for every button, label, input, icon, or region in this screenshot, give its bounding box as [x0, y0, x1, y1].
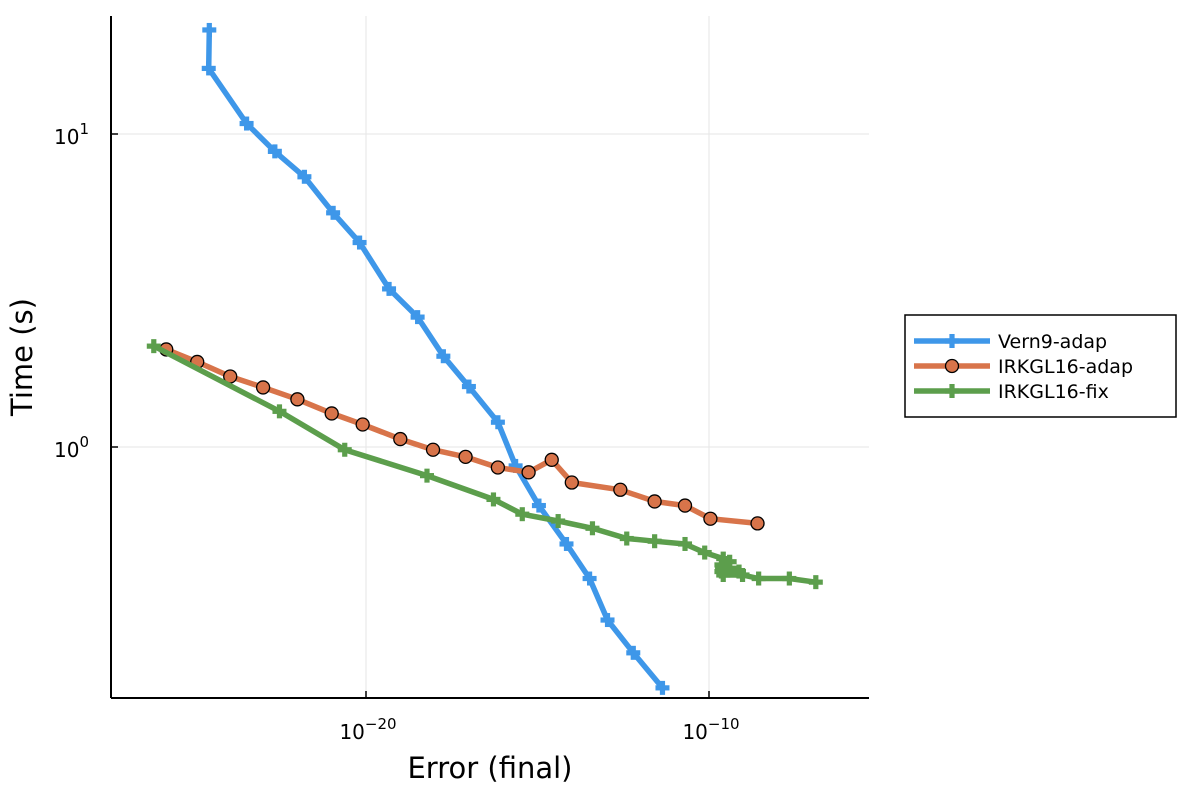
data-point-irkgl16-adap	[750, 516, 765, 531]
data-point-irkgl16-adap	[425, 442, 441, 457]
x-tick-label: 10−20	[339, 715, 396, 744]
data-point-vern9-adap	[410, 310, 425, 325]
legend-label: IRKGL16-adap	[998, 356, 1133, 378]
y-axis-label: Time (s)	[5, 298, 39, 417]
series-irkgl16-fix	[146, 339, 823, 590]
data-point-irkgl16-adap	[324, 406, 339, 421]
data-point-vern9-adap	[490, 415, 505, 430]
legend: Vern9-adap IRKGL16-adap IRKGL16-fix	[904, 314, 1177, 418]
data-point-vern9-adap	[239, 116, 254, 131]
data-point-vern9-adap	[297, 169, 312, 184]
data-point-irkgl16-adap	[255, 380, 271, 395]
data-point-irkgl16-fix	[732, 564, 747, 579]
data-point-vern9-adap	[326, 205, 341, 220]
data-point-irkgl16-fix	[751, 571, 766, 586]
legend-marker	[945, 334, 959, 348]
data-point-irkgl16-adap	[458, 449, 473, 465]
data-point-irkgl16-adap	[521, 465, 536, 480]
y-tick-label-base: 10	[54, 438, 79, 462]
data-point-irkgl16-fix	[551, 514, 566, 529]
y-tick-label: 100	[54, 433, 89, 462]
data-point-irkgl16-fix	[272, 404, 287, 419]
data-point-vern9-adap	[202, 22, 217, 37]
data-point-vern9-adap	[352, 235, 367, 250]
data-point-irkgl16-adap	[677, 498, 693, 513]
data-point-irkgl16-fix	[486, 492, 501, 507]
data-point-irkgl16-fix	[585, 521, 600, 536]
axes	[110, 16, 869, 699]
data-point-irkgl16-adap	[290, 392, 305, 407]
legend-item-irkgl16-fix: IRKGL16-fix	[914, 381, 1109, 403]
x-tick-label-base: 10	[682, 720, 707, 744]
y-tick-label: 101	[54, 120, 89, 149]
data-point-irkgl16-adap	[647, 494, 662, 509]
legend-label: Vern9-adap	[998, 331, 1107, 353]
data-point-irkgl16-fix	[716, 567, 731, 582]
y-tick-label-exponent: 0	[79, 433, 89, 451]
data-point-irkgl16-fix	[678, 536, 693, 551]
legend-item-vern9-adap: Vern9-adap	[914, 331, 1107, 353]
data-point-irkgl16-fix	[722, 561, 737, 576]
legend-item-irkgl16-adap: IRKGL16-adap	[914, 356, 1133, 378]
data-point-irkgl16-adap	[490, 460, 506, 475]
data-point-irkgl16-fix	[697, 545, 712, 560]
data-point-vern9-adap	[508, 458, 523, 473]
series-layer	[146, 22, 823, 695]
data-point-irkgl16-fix	[735, 567, 750, 582]
data-point-vern9-adap	[655, 680, 670, 695]
data-point-vern9-adap	[267, 144, 282, 159]
legend-marker	[945, 384, 959, 398]
grid	[111, 16, 869, 698]
data-point-irkgl16-adap	[355, 417, 370, 432]
data-point-irkgl16-fix	[619, 531, 634, 546]
series-vern9-adap	[201, 22, 670, 695]
x-tick-label-base: 10	[339, 720, 364, 744]
data-point-vern9-adap	[436, 349, 451, 364]
data-point-vern9-adap	[461, 379, 476, 394]
legend-label: IRKGL16-fix	[998, 381, 1109, 403]
data-point-irkgl16-fix	[419, 468, 434, 483]
data-point-irkgl16-adap	[564, 475, 579, 490]
series-irkgl16-adap	[159, 342, 765, 531]
data-point-irkgl16-fix	[647, 534, 662, 549]
data-point-irkgl16-fix	[337, 442, 352, 457]
data-point-irkgl16-adap	[544, 452, 559, 467]
y-tick-label-base: 10	[54, 125, 79, 149]
data-point-vern9-adap	[626, 645, 641, 660]
data-point-irkgl16-fix	[808, 575, 823, 590]
data-point-irkgl16-adap	[613, 482, 628, 497]
data-point-irkgl16-fix	[146, 339, 161, 354]
data-point-irkgl16-adap	[703, 511, 718, 526]
x-axis-label: Error (final)	[407, 751, 572, 785]
y-tick-label-exponent: 1	[79, 120, 89, 138]
data-point-vern9-adap	[531, 498, 546, 513]
legend-marker	[944, 358, 960, 374]
data-point-vern9-adap	[201, 61, 216, 76]
x-tick-label: 10−10	[682, 715, 739, 744]
data-point-vern9-adap	[559, 536, 574, 551]
data-point-irkgl16-fix	[782, 571, 797, 586]
data-point-vern9-adap	[582, 571, 597, 586]
data-point-vern9-adap	[382, 281, 397, 296]
data-point-irkgl16-adap	[393, 431, 408, 447]
x-tick-label-exponent: −20	[365, 715, 397, 733]
data-point-vern9-adap	[600, 613, 615, 628]
data-point-irkgl16-fix	[515, 507, 530, 522]
x-tick-label-exponent: −10	[708, 715, 740, 733]
